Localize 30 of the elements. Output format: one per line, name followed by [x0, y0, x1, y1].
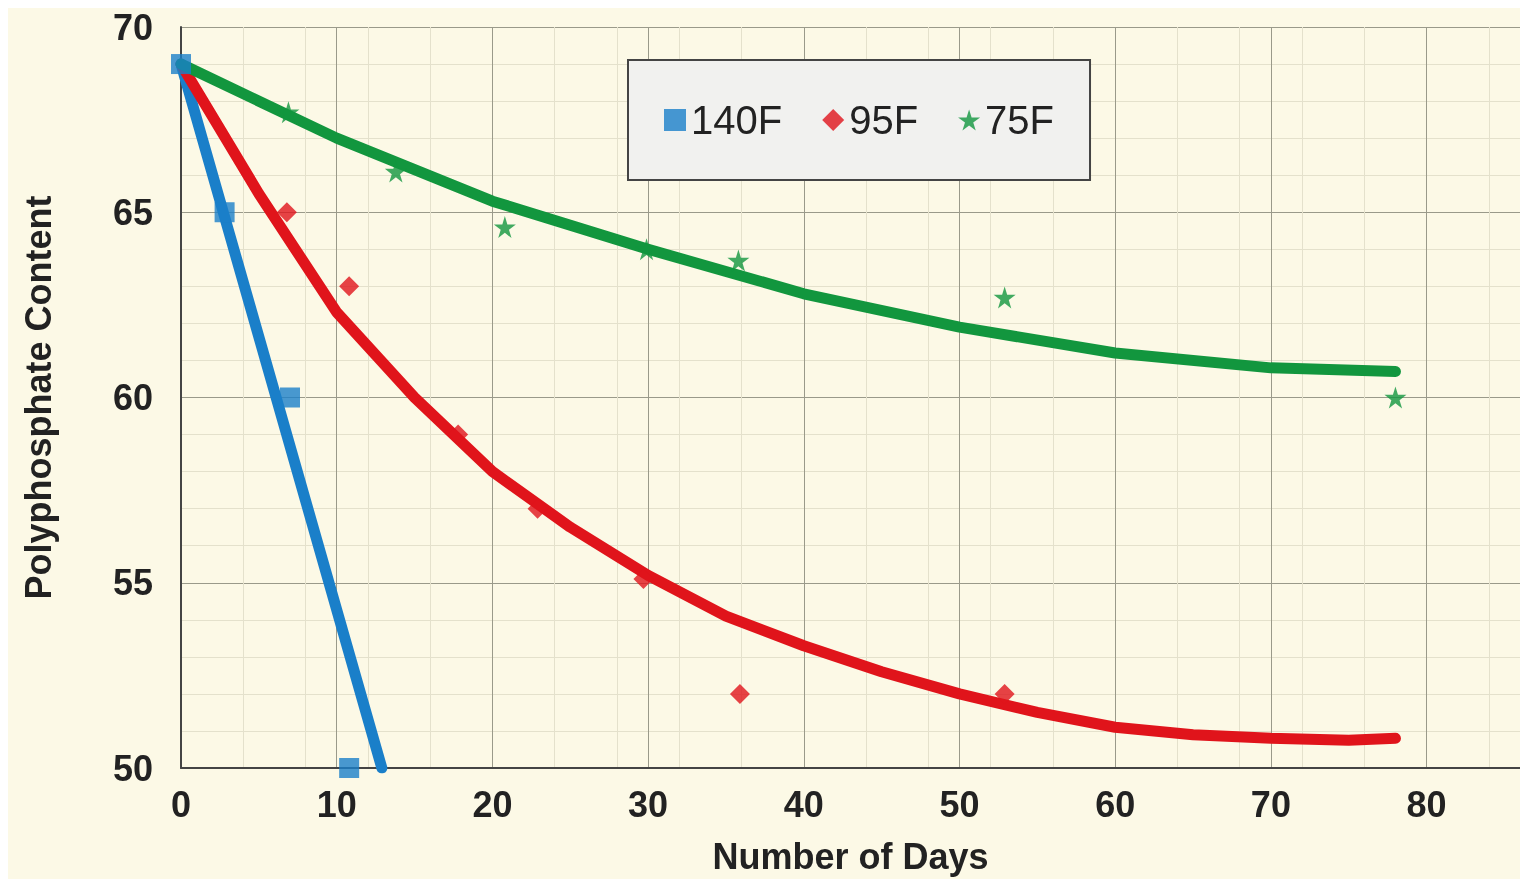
- legend-label: 140F: [691, 98, 783, 142]
- point: [171, 54, 191, 75]
- y-tick-label: 60: [112, 377, 153, 418]
- point: [729, 683, 750, 704]
- point: [279, 387, 300, 408]
- x-tick-label: 0: [170, 783, 192, 825]
- point: [276, 202, 297, 223]
- point: [214, 202, 235, 223]
- point: [493, 216, 516, 239]
- point: [1384, 386, 1407, 409]
- legend-label: 75F: [985, 98, 1055, 142]
- y-tick-label: 65: [112, 191, 153, 233]
- x-tick-label: 40: [783, 783, 824, 825]
- x-tick-label: 60: [1095, 783, 1136, 825]
- y-tick-label: 55: [112, 562, 153, 604]
- x-tick-label: 30: [628, 783, 669, 825]
- y-tick-label: 50: [112, 747, 153, 789]
- point: [727, 249, 750, 272]
- x-tick-label: 10: [316, 783, 357, 825]
- point: [993, 286, 1016, 309]
- y-tick-label: 70: [112, 6, 153, 48]
- x-tick-label: 50: [939, 783, 980, 825]
- point: [339, 276, 360, 297]
- x-axis-title: Number of Days: [712, 835, 989, 877]
- legend-label: 95F: [849, 98, 919, 142]
- x-tick-label: 70: [1250, 783, 1291, 825]
- x-tick-label: 20: [472, 783, 513, 825]
- x-tick-label: 80: [1406, 783, 1447, 825]
- point: [339, 758, 360, 778]
- y-axis-title: Polyphosphate Content: [17, 195, 59, 600]
